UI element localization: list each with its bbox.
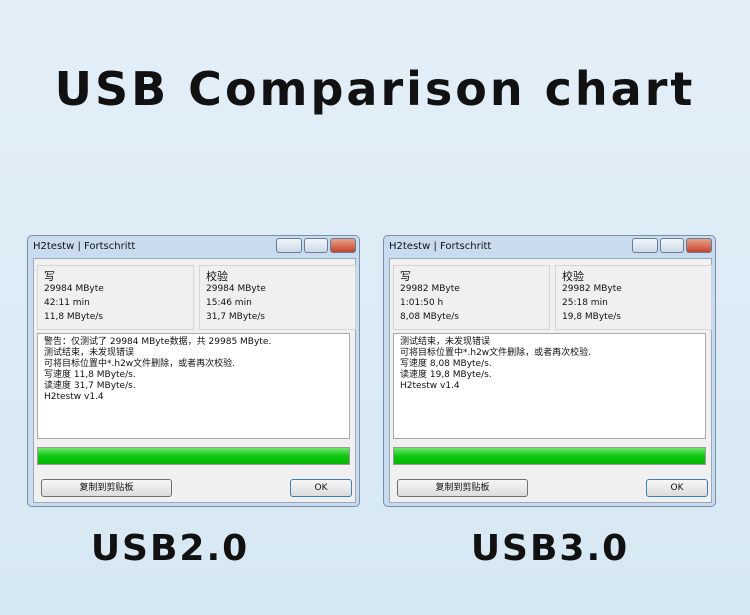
log-line: 可将目标位置中*.h2w文件删除，或者再次校验.: [400, 348, 592, 358]
write-value: 42:11 min: [44, 298, 90, 308]
write-value: 1:01:50 h: [400, 298, 444, 308]
maximize-button[interactable]: [304, 238, 328, 253]
write-value: 8,08 MByte/s: [400, 312, 459, 322]
verify-value: 29982 MByte: [562, 284, 622, 294]
log-line: 可将目标位置中*.h2w文件删除，或者再次校验.: [44, 359, 236, 369]
log-line: 读速度 19,8 MByte/s.: [400, 370, 492, 380]
log-line: 警告：仅测试了 29984 MByte数据，共 29985 MByte.: [44, 337, 272, 347]
log-line: 读速度 31,7 MByte/s.: [44, 381, 136, 391]
copy-button[interactable]: 复制到剪贴板: [41, 479, 172, 497]
close-button[interactable]: [686, 238, 712, 253]
verify-group: 校验 29984 MByte 15:46 min 31,7 MByte/s: [199, 265, 356, 330]
log-box: 警告：仅测试了 29984 MByte数据，共 29985 MByte. 测试结束…: [37, 333, 350, 439]
copy-button[interactable]: 复制到剪贴板: [397, 479, 528, 497]
progress-bar: [37, 447, 350, 465]
client-area: 写 29982 MByte 1:01:50 h 8,08 MByte/s 校验 29982…: [389, 258, 712, 503]
usb-label: USB2.0: [90, 528, 250, 569]
log-line: 测试结束，未发现错误: [400, 337, 491, 347]
verify-group: 校验 29982 MByte 25:18 min 19,8 MByte/s: [555, 265, 712, 330]
maximize-button[interactable]: [660, 238, 684, 253]
log-line: H2testw v1.4: [44, 392, 104, 402]
window-title: H2testw | Fortschritt: [33, 241, 136, 252]
page-title: USB Comparison chart: [54, 62, 696, 116]
verify-heading: 校验: [562, 270, 584, 283]
verify-value: 31,7 MByte/s: [206, 312, 265, 322]
window-title: H2testw | Fortschritt: [389, 241, 492, 252]
write-value: 29984 MByte: [44, 284, 104, 294]
client-area: 写 29984 MByte 42:11 min 11,8 MByte/s 校验 29984…: [33, 258, 356, 503]
ok-button[interactable]: OK: [290, 479, 352, 497]
minimize-button[interactable]: [276, 238, 302, 253]
verify-heading: 校验: [206, 270, 228, 283]
ok-button[interactable]: OK: [646, 479, 708, 497]
write-heading: 写: [400, 270, 411, 283]
window: H2testw | Fortschritt 写 29982 MByte 1:01:50…: [383, 235, 716, 507]
verify-value: 25:18 min: [562, 298, 608, 308]
verify-value: 29984 MByte: [206, 284, 266, 294]
log-line: 写速度 8,08 MByte/s.: [400, 359, 492, 369]
verify-value: 19,8 MByte/s: [562, 312, 621, 322]
write-value: 29982 MByte: [400, 284, 460, 294]
log-box: 测试结束，未发现错误 可将目标位置中*.h2w文件删除，或者再次校验. 写速度 8,…: [393, 333, 706, 439]
write-value: 11,8 MByte/s: [44, 312, 103, 322]
write-group: 写 29982 MByte 1:01:50 h 8,08 MByte/s: [393, 265, 550, 330]
write-group: 写 29984 MByte 42:11 min 11,8 MByte/s: [37, 265, 194, 330]
close-button[interactable]: [330, 238, 356, 253]
usb-label: USB3.0: [470, 528, 630, 569]
write-heading: 写: [44, 270, 55, 283]
log-line: H2testw v1.4: [400, 381, 460, 391]
log-line: 写速度 11,8 MByte/s.: [44, 370, 136, 380]
window: H2testw | Fortschritt 写 29984 MByte 42:11 m…: [27, 235, 360, 507]
minimize-button[interactable]: [632, 238, 658, 253]
log-line: 测试结束，未发现错误: [44, 348, 135, 358]
progress-bar: [393, 447, 706, 465]
verify-value: 15:46 min: [206, 298, 252, 308]
